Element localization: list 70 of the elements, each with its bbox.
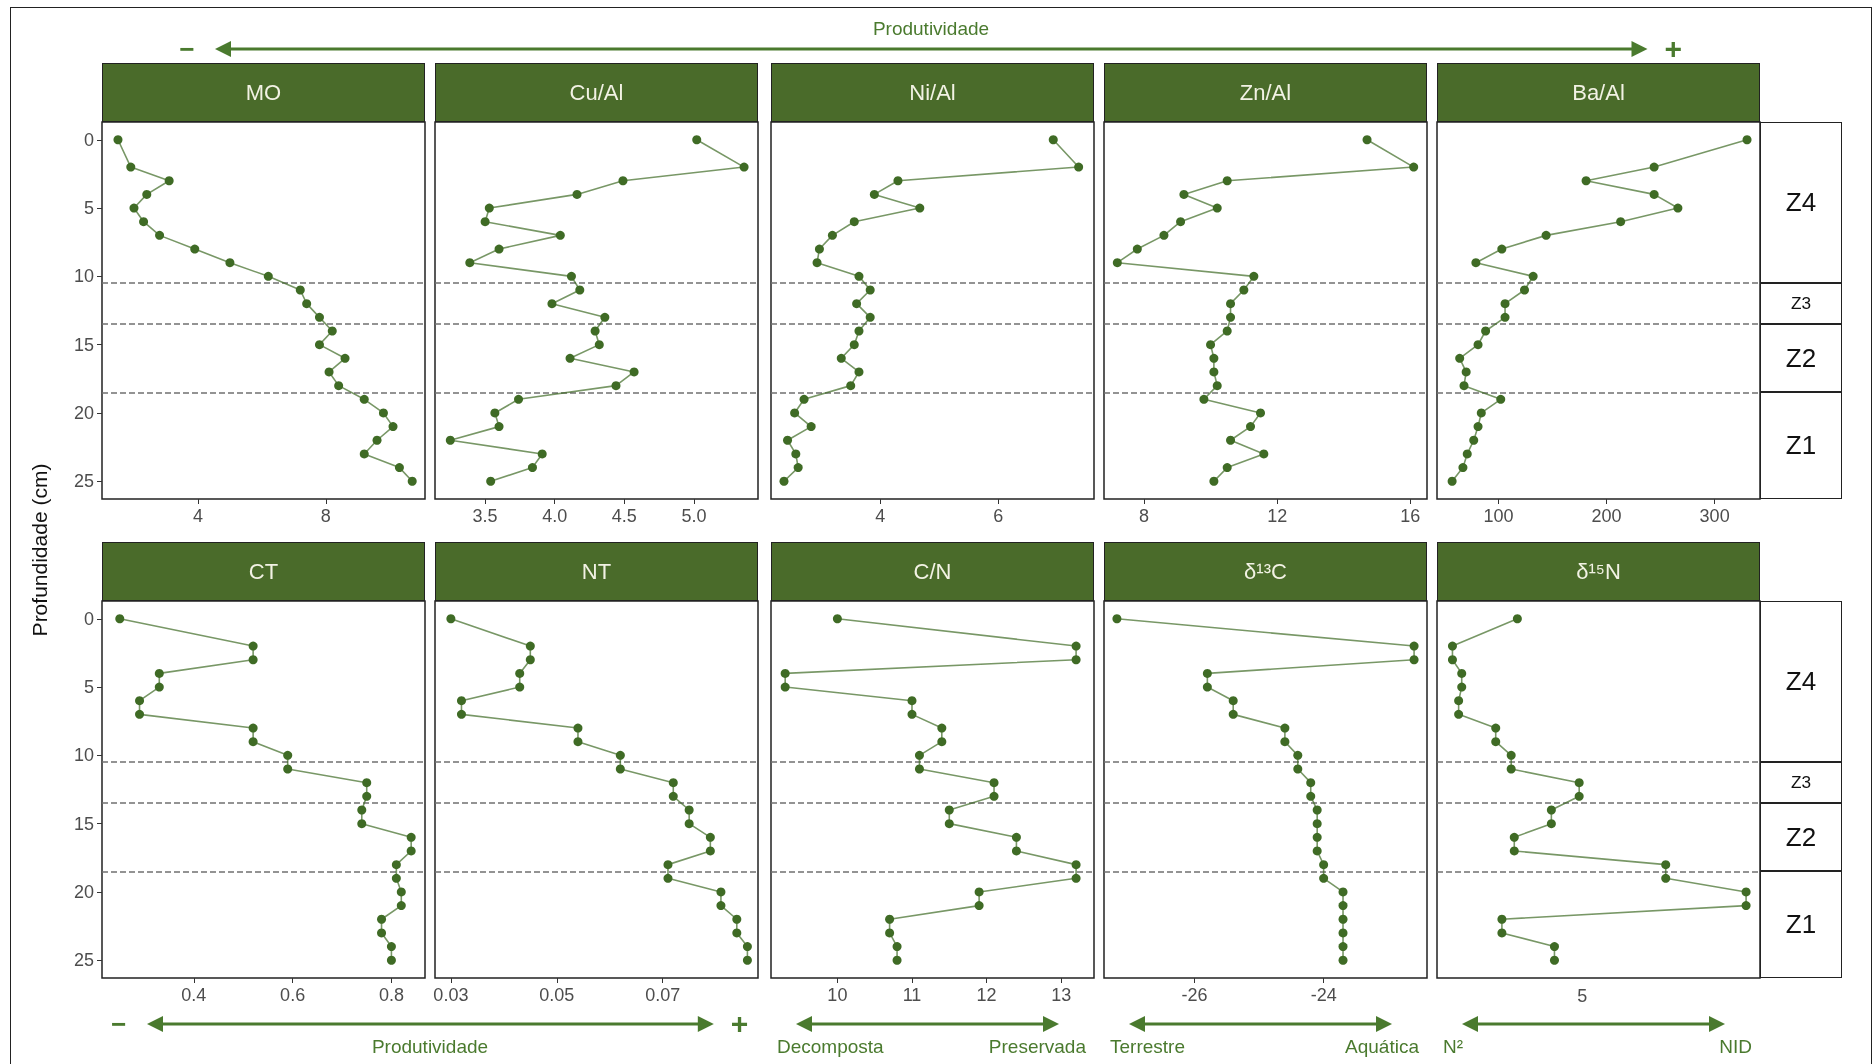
zone-box: Z2 (1760, 803, 1842, 872)
chart-title: MO (102, 63, 425, 122)
zone-box: Z4 (1760, 122, 1842, 284)
chart-title: Zn/Al (1104, 63, 1427, 122)
x-tick-label: 0.4 (181, 985, 207, 1005)
text: Decomposta (777, 1036, 884, 1058)
chart-title: NT (435, 542, 758, 601)
text: Aquática (1345, 1036, 1419, 1058)
zone-box: Z3 (1760, 283, 1842, 325)
x-tick-label: 12 (1267, 506, 1288, 526)
y-tick-label: 25 (73, 950, 94, 971)
x-tick-label: 200 (1591, 506, 1622, 526)
text: − (179, 33, 195, 65)
chart-title: Ba/Al (1572, 79, 1625, 105)
y-tick-label: 5 (83, 677, 94, 698)
chart-title: Ni/Al (771, 63, 1094, 122)
x-tick-label: -26 (1181, 985, 1208, 1005)
y-tick-label: 0 (83, 129, 94, 150)
zone-box: Z4 (1760, 601, 1842, 763)
text: + (730, 1007, 749, 1041)
y-tick-label: 0 (83, 608, 94, 629)
x-tick-label: 8 (320, 506, 331, 526)
chart-title: Cu/Al (435, 63, 758, 122)
zone-box: Z3 (1760, 762, 1842, 804)
zone-box: Z1 (1760, 392, 1842, 499)
x-tick-label: 8 (1138, 506, 1149, 526)
y-tick-label: 15 (73, 813, 94, 834)
y-tick-label: 10 (73, 745, 94, 766)
x-tick-label: 4.5 (611, 506, 637, 526)
y-tick-label: 10 (73, 266, 94, 287)
text: Produtividade (371, 1036, 489, 1058)
x-tick-label: 0.03 (433, 985, 469, 1005)
zone-box: Z1 (1760, 871, 1842, 978)
text: 5 (1577, 985, 1588, 1007)
y-tick-label: 20 (73, 402, 94, 423)
text: N² (1443, 1036, 1464, 1058)
x-tick-label: 300 (1699, 506, 1730, 526)
chart-title: δ¹⁵N (1437, 542, 1760, 601)
y-axis-title: Profundidade (cm) (28, 463, 52, 637)
chart-title: CT (102, 542, 425, 601)
zone-box: Z2 (1760, 324, 1842, 393)
x-tick-label: 0.07 (645, 985, 681, 1005)
y-tick-label: 20 (73, 881, 94, 902)
chart-title: δ¹³C (1104, 542, 1427, 601)
x-tick-label: 0.6 (280, 985, 306, 1005)
chart-title: C/N (771, 542, 1094, 601)
x-tick-label: 13 (1051, 985, 1072, 1005)
x-tick-label: 11 (902, 985, 922, 1005)
x-tick-label: 0.05 (539, 985, 575, 1005)
x-tick-label: 0.8 (378, 985, 404, 1005)
text: Preservada (988, 1036, 1086, 1058)
text: Produtividade (872, 18, 990, 40)
x-tick-label: 10 (827, 985, 848, 1005)
text: NID (1719, 1036, 1752, 1058)
text: + (1664, 32, 1683, 66)
x-tick-label: 4 (875, 506, 886, 526)
x-tick-label: 4.0 (542, 506, 568, 526)
y-tick-label: 15 (73, 334, 94, 355)
text: Terrestre (1110, 1036, 1185, 1058)
x-tick-label: 16 (1400, 506, 1421, 526)
text: − (111, 1008, 127, 1040)
y-tick-label: 5 (83, 198, 94, 219)
x-tick-label: 3.5 (472, 506, 498, 526)
x-tick-label: 5.0 (681, 506, 707, 526)
x-tick-label: 6 (993, 506, 1004, 526)
x-tick-label: 12 (976, 985, 997, 1005)
x-tick-label: 100 (1483, 506, 1514, 526)
x-tick-label: 4 (192, 506, 203, 526)
y-tick-label: 25 (73, 471, 94, 492)
x-tick-label: -24 (1310, 985, 1337, 1005)
